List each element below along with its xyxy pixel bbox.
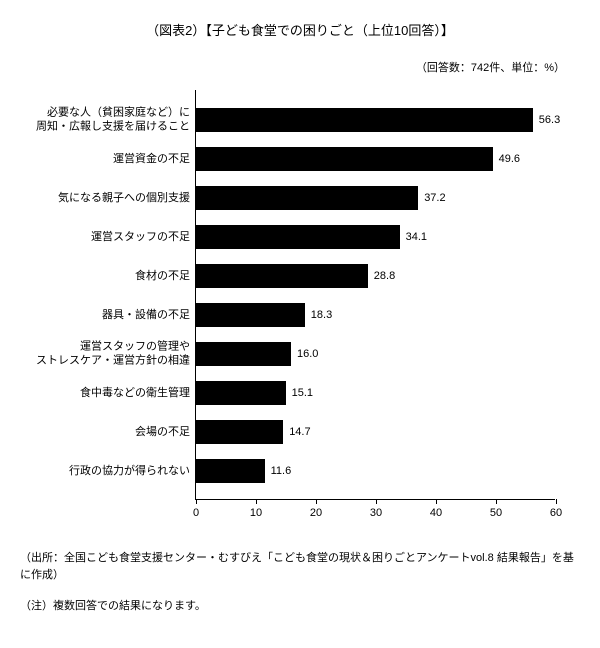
bar-label: 気になる親子への個別支援 bbox=[20, 190, 190, 204]
bar-row: 会場の不足 14.7 bbox=[20, 420, 580, 444]
bar-value: 28.8 bbox=[374, 270, 395, 282]
chart-subtitle: （回答数：742件、単位：%） bbox=[20, 59, 580, 75]
x-tick-label: 60 bbox=[550, 507, 562, 519]
bar bbox=[195, 225, 400, 249]
chart-area: 0 10 20 30 40 50 60 必要な人（貧困家庭など）に 周知・広報し支援を届ける… bbox=[20, 90, 580, 530]
bar bbox=[195, 459, 265, 483]
bar-value: 18.3 bbox=[311, 309, 332, 321]
bar-value: 37.2 bbox=[424, 192, 445, 204]
bar-row: 気になる親子への個別支援 37.2 bbox=[20, 186, 580, 210]
bar-label: 食中毒などの衛生管理 bbox=[20, 385, 190, 399]
chart-title: （図表2）【子ども食堂での困りごと（上位10回答）】 bbox=[20, 20, 580, 39]
bar bbox=[195, 303, 305, 327]
x-tick-label: 50 bbox=[490, 507, 502, 519]
bar-row: 食中毒などの衛生管理 15.1 bbox=[20, 381, 580, 405]
bar bbox=[195, 186, 418, 210]
bar-row: 食材の不足 28.8 bbox=[20, 264, 580, 288]
bar-row: 行政の協力が得られない 11.6 bbox=[20, 459, 580, 483]
bar-value: 16.0 bbox=[297, 348, 318, 360]
x-tick bbox=[316, 499, 317, 504]
bar bbox=[195, 147, 493, 171]
bar-row: 運営スタッフの管理や ストレスケア・運営方針の相違 16.0 bbox=[20, 342, 580, 366]
bar-label: 運営スタッフの不足 bbox=[20, 229, 190, 243]
bar-label: 器具・設備の不足 bbox=[20, 307, 190, 321]
bar bbox=[195, 108, 533, 132]
x-tick-label: 30 bbox=[370, 507, 382, 519]
source-text: （出所：全国こども食堂支援センター・むすびえ「こども食堂の現状＆困りごとアンケー… bbox=[20, 550, 580, 583]
bar-value: 34.1 bbox=[406, 231, 427, 243]
x-tick bbox=[436, 499, 437, 504]
bar-label: 運営スタッフの管理や ストレスケア・運営方針の相違 bbox=[20, 339, 190, 368]
bar-label: 食材の不足 bbox=[20, 268, 190, 282]
bar-value: 56.3 bbox=[539, 114, 560, 126]
bar-row: 運営スタッフの不足 34.1 bbox=[20, 225, 580, 249]
bar bbox=[195, 342, 291, 366]
x-tick bbox=[556, 499, 557, 504]
bar-label: 必要な人（貧困家庭など）に 周知・広報し支援を届けること bbox=[20, 105, 190, 134]
x-tick-label: 20 bbox=[310, 507, 322, 519]
bar-value: 11.6 bbox=[271, 465, 292, 477]
bar-label: 行政の協力が得られない bbox=[20, 463, 190, 477]
x-tick bbox=[496, 499, 497, 504]
bar bbox=[195, 381, 286, 405]
x-tick bbox=[256, 499, 257, 504]
bar-value: 49.6 bbox=[499, 153, 520, 165]
bar-row: 器具・設備の不足 18.3 bbox=[20, 303, 580, 327]
x-tick bbox=[196, 499, 197, 504]
bar bbox=[195, 264, 368, 288]
x-tick-label: 10 bbox=[250, 507, 262, 519]
bar-row: 必要な人（貧困家庭など）に 周知・広報し支援を届けること 56.3 bbox=[20, 108, 580, 132]
bar-row: 運営資金の不足 49.6 bbox=[20, 147, 580, 171]
bar bbox=[195, 420, 283, 444]
bar-label: 運営資金の不足 bbox=[20, 151, 190, 165]
bar-value: 14.7 bbox=[289, 426, 310, 438]
note-text: （注）複数回答での結果になります。 bbox=[20, 597, 580, 613]
x-tick-label: 0 bbox=[193, 507, 199, 519]
x-tick bbox=[376, 499, 377, 504]
bar-label: 会場の不足 bbox=[20, 424, 190, 438]
bar-value: 15.1 bbox=[292, 387, 313, 399]
x-tick-label: 40 bbox=[430, 507, 442, 519]
